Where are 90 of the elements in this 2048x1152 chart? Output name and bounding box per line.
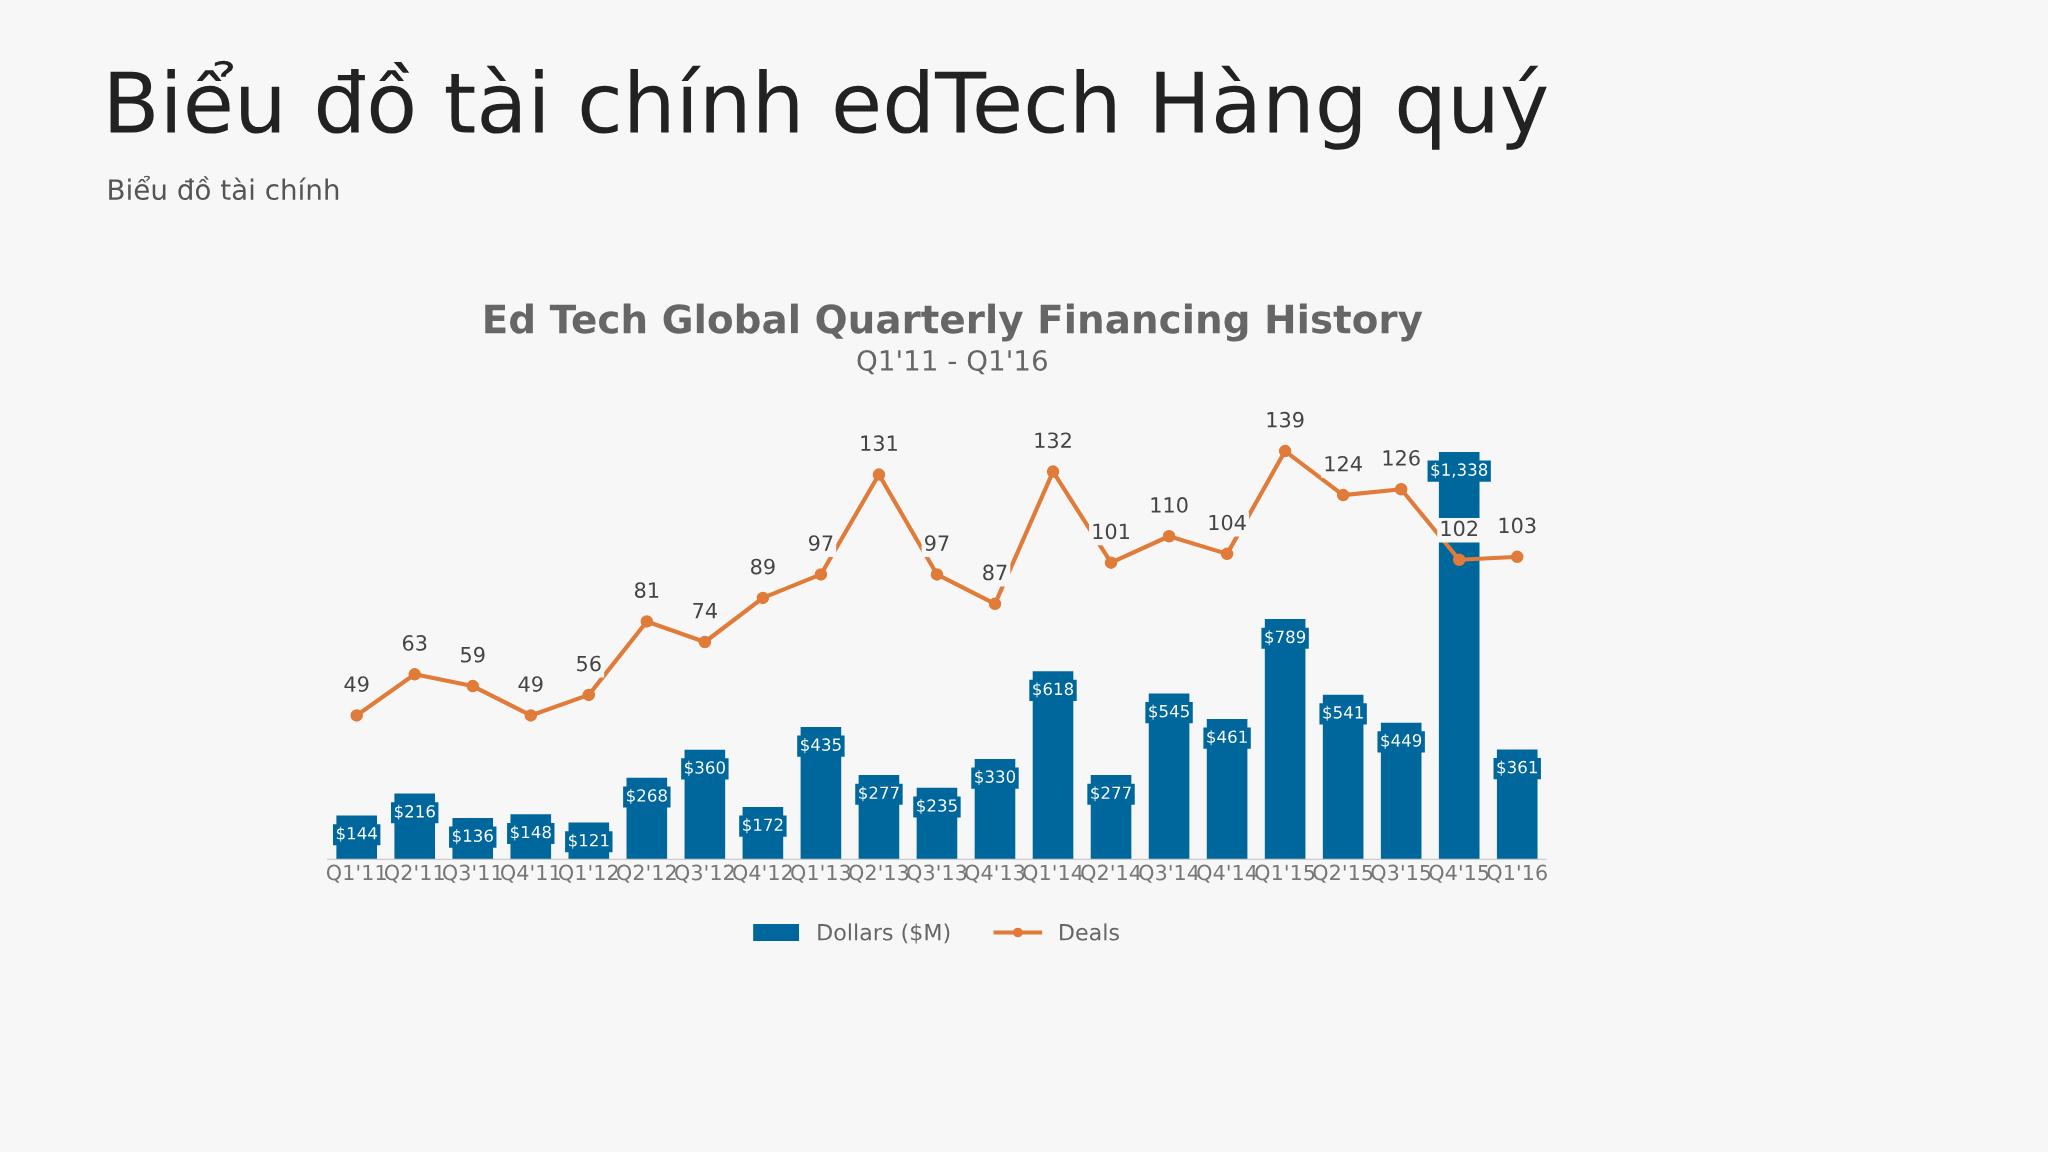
x-tick-label: Q2'14 xyxy=(1081,864,1141,883)
data-label: $618 xyxy=(1033,682,1074,698)
data-label: $148 xyxy=(510,825,551,841)
point xyxy=(1278,444,1292,458)
point xyxy=(350,709,363,722)
data-label: 104 xyxy=(1209,514,1246,531)
data-label: 132 xyxy=(1035,432,1071,449)
data-label: $435 xyxy=(801,738,841,754)
text: Q1'11 - Q1'16 xyxy=(857,349,1047,375)
data-label: 59 xyxy=(461,646,485,663)
point xyxy=(930,568,944,581)
data-label: $121 xyxy=(568,833,609,849)
point xyxy=(1394,482,1408,496)
data-label: $1,338 xyxy=(1431,463,1488,479)
data-label: $449 xyxy=(1381,733,1422,749)
chart-subtitle: Biểu đồ tài chính xyxy=(109,175,339,201)
data-label: $277 xyxy=(1091,786,1131,802)
x-tick-label: Q1'15 xyxy=(1255,864,1315,883)
x-tick-label: Q1'16 xyxy=(1487,864,1547,883)
data-label: $541 xyxy=(1323,705,1363,721)
data-label: 103 xyxy=(1499,517,1536,534)
data-label: 63 xyxy=(402,635,427,651)
x-tick-label: Q1'13 xyxy=(791,864,851,883)
data-label: $277 xyxy=(859,786,899,802)
data-label: 97 xyxy=(808,535,833,551)
data-label: 110 xyxy=(1151,497,1188,513)
point xyxy=(466,679,479,693)
legend-label: Dollars ($M) xyxy=(818,923,950,944)
x-tick-label: Q1'12 xyxy=(559,864,618,883)
data-label: $545 xyxy=(1149,704,1189,720)
data-label: $235 xyxy=(917,798,957,815)
x-tick-label: Q2'15 xyxy=(1313,864,1373,883)
point xyxy=(524,709,538,722)
x-tick-label: Q3'12 xyxy=(675,864,734,883)
data-label: 124 xyxy=(1325,455,1362,472)
data-label: 101 xyxy=(1093,523,1129,540)
x-tick-label: Q3'11 xyxy=(442,864,502,883)
data-label: 87 xyxy=(983,564,1007,581)
data-label: $144 xyxy=(336,826,377,842)
data-label: 49 xyxy=(518,676,543,692)
data-label: $268 xyxy=(627,788,667,804)
data-label: 74 xyxy=(693,603,717,619)
data-label: 126 xyxy=(1383,450,1420,466)
data-label: $461 xyxy=(1207,730,1247,746)
point xyxy=(1046,465,1060,478)
x-tick-label: Q3'13 xyxy=(907,864,967,883)
x-tick-label: Q4'15 xyxy=(1429,864,1489,883)
x-tick-label: Q1'14 xyxy=(1023,864,1083,883)
text: Ed Tech Global Quarterly Financing History xyxy=(485,303,1423,342)
point xyxy=(756,591,770,605)
point xyxy=(872,468,886,481)
x-tick-label: Q3'15 xyxy=(1371,864,1431,883)
point xyxy=(1162,529,1176,543)
data-label: $361 xyxy=(1497,760,1537,776)
legend-label: Deals xyxy=(1060,923,1119,941)
data-label: $360 xyxy=(685,760,725,776)
x-tick-label: Q3'14 xyxy=(1139,864,1199,883)
x-tick-label: Q2'11 xyxy=(384,864,444,883)
point xyxy=(1452,553,1466,566)
point xyxy=(988,597,1002,611)
x-tick-label: Q4'11 xyxy=(501,864,560,883)
data-label: 97 xyxy=(925,535,949,551)
point xyxy=(582,688,596,702)
point xyxy=(640,615,654,628)
data-label: 139 xyxy=(1267,411,1304,428)
data-label: $172 xyxy=(743,818,783,834)
x-tick-label: Q4'14 xyxy=(1197,864,1257,883)
data-label: 89 xyxy=(751,558,775,575)
data-label: $136 xyxy=(452,829,493,845)
data-label: 49 xyxy=(344,676,369,692)
point xyxy=(1336,488,1350,502)
data-label: $789 xyxy=(1265,630,1306,646)
x-tick-label: Q1'11 xyxy=(326,864,386,883)
point xyxy=(698,635,712,649)
data-label: 102 xyxy=(1441,520,1477,537)
point xyxy=(814,568,828,581)
x-tick-label: Q2'13 xyxy=(849,864,909,883)
point xyxy=(1220,547,1234,561)
x-tick-label: Q4'12 xyxy=(733,864,792,883)
data-label: 56 xyxy=(577,655,601,672)
data-label: $216 xyxy=(394,804,435,820)
point xyxy=(408,668,421,681)
chart-title: Biểu đồ tài chính edTech Hàng quý xyxy=(110,60,1547,150)
point xyxy=(1104,556,1118,569)
point xyxy=(1510,550,1524,564)
data-label: 81 xyxy=(634,582,659,598)
data-label: 131 xyxy=(861,435,897,452)
data-label: $330 xyxy=(975,770,1016,786)
x-tick-label: Q4'13 xyxy=(965,864,1025,883)
x-tick-label: Q2'12 xyxy=(617,864,676,883)
